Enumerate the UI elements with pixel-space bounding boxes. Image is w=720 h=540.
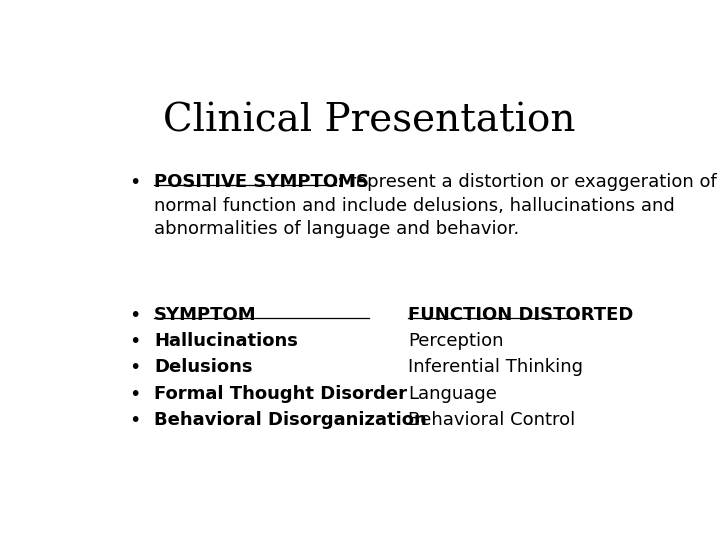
Text: Clinical Presentation: Clinical Presentation (163, 102, 575, 139)
Text: Hallucinations: Hallucinations (154, 332, 298, 350)
Text: Delusions: Delusions (154, 359, 253, 376)
Text: abnormalities of language and behavior.: abnormalities of language and behavior. (154, 220, 519, 238)
Text: •: • (129, 306, 140, 325)
Text: •: • (129, 359, 140, 377)
Text: POSITIVE SYMPTOMS: POSITIVE SYMPTOMS (154, 173, 369, 191)
Text: FUNCTION DISTORTED: FUNCTION DISTORTED (408, 306, 634, 324)
Text: •: • (129, 332, 140, 351)
Text: Language: Language (408, 384, 497, 402)
Text: Behavioral Disorganization: Behavioral Disorganization (154, 411, 427, 429)
Text: Inferential Thinking: Inferential Thinking (408, 359, 583, 376)
Text: Behavioral Control: Behavioral Control (408, 411, 575, 429)
Text: Perception: Perception (408, 332, 503, 350)
Text: : represent a distortion or exaggeration of a: : represent a distortion or exaggeration… (337, 173, 720, 191)
Text: •: • (129, 384, 140, 403)
Text: •: • (129, 411, 140, 430)
Text: normal function and include delusions, hallucinations and: normal function and include delusions, h… (154, 197, 675, 214)
Text: •: • (129, 173, 140, 192)
Text: Formal Thought Disorder: Formal Thought Disorder (154, 384, 408, 402)
Text: SYMPTOM: SYMPTOM (154, 306, 257, 324)
